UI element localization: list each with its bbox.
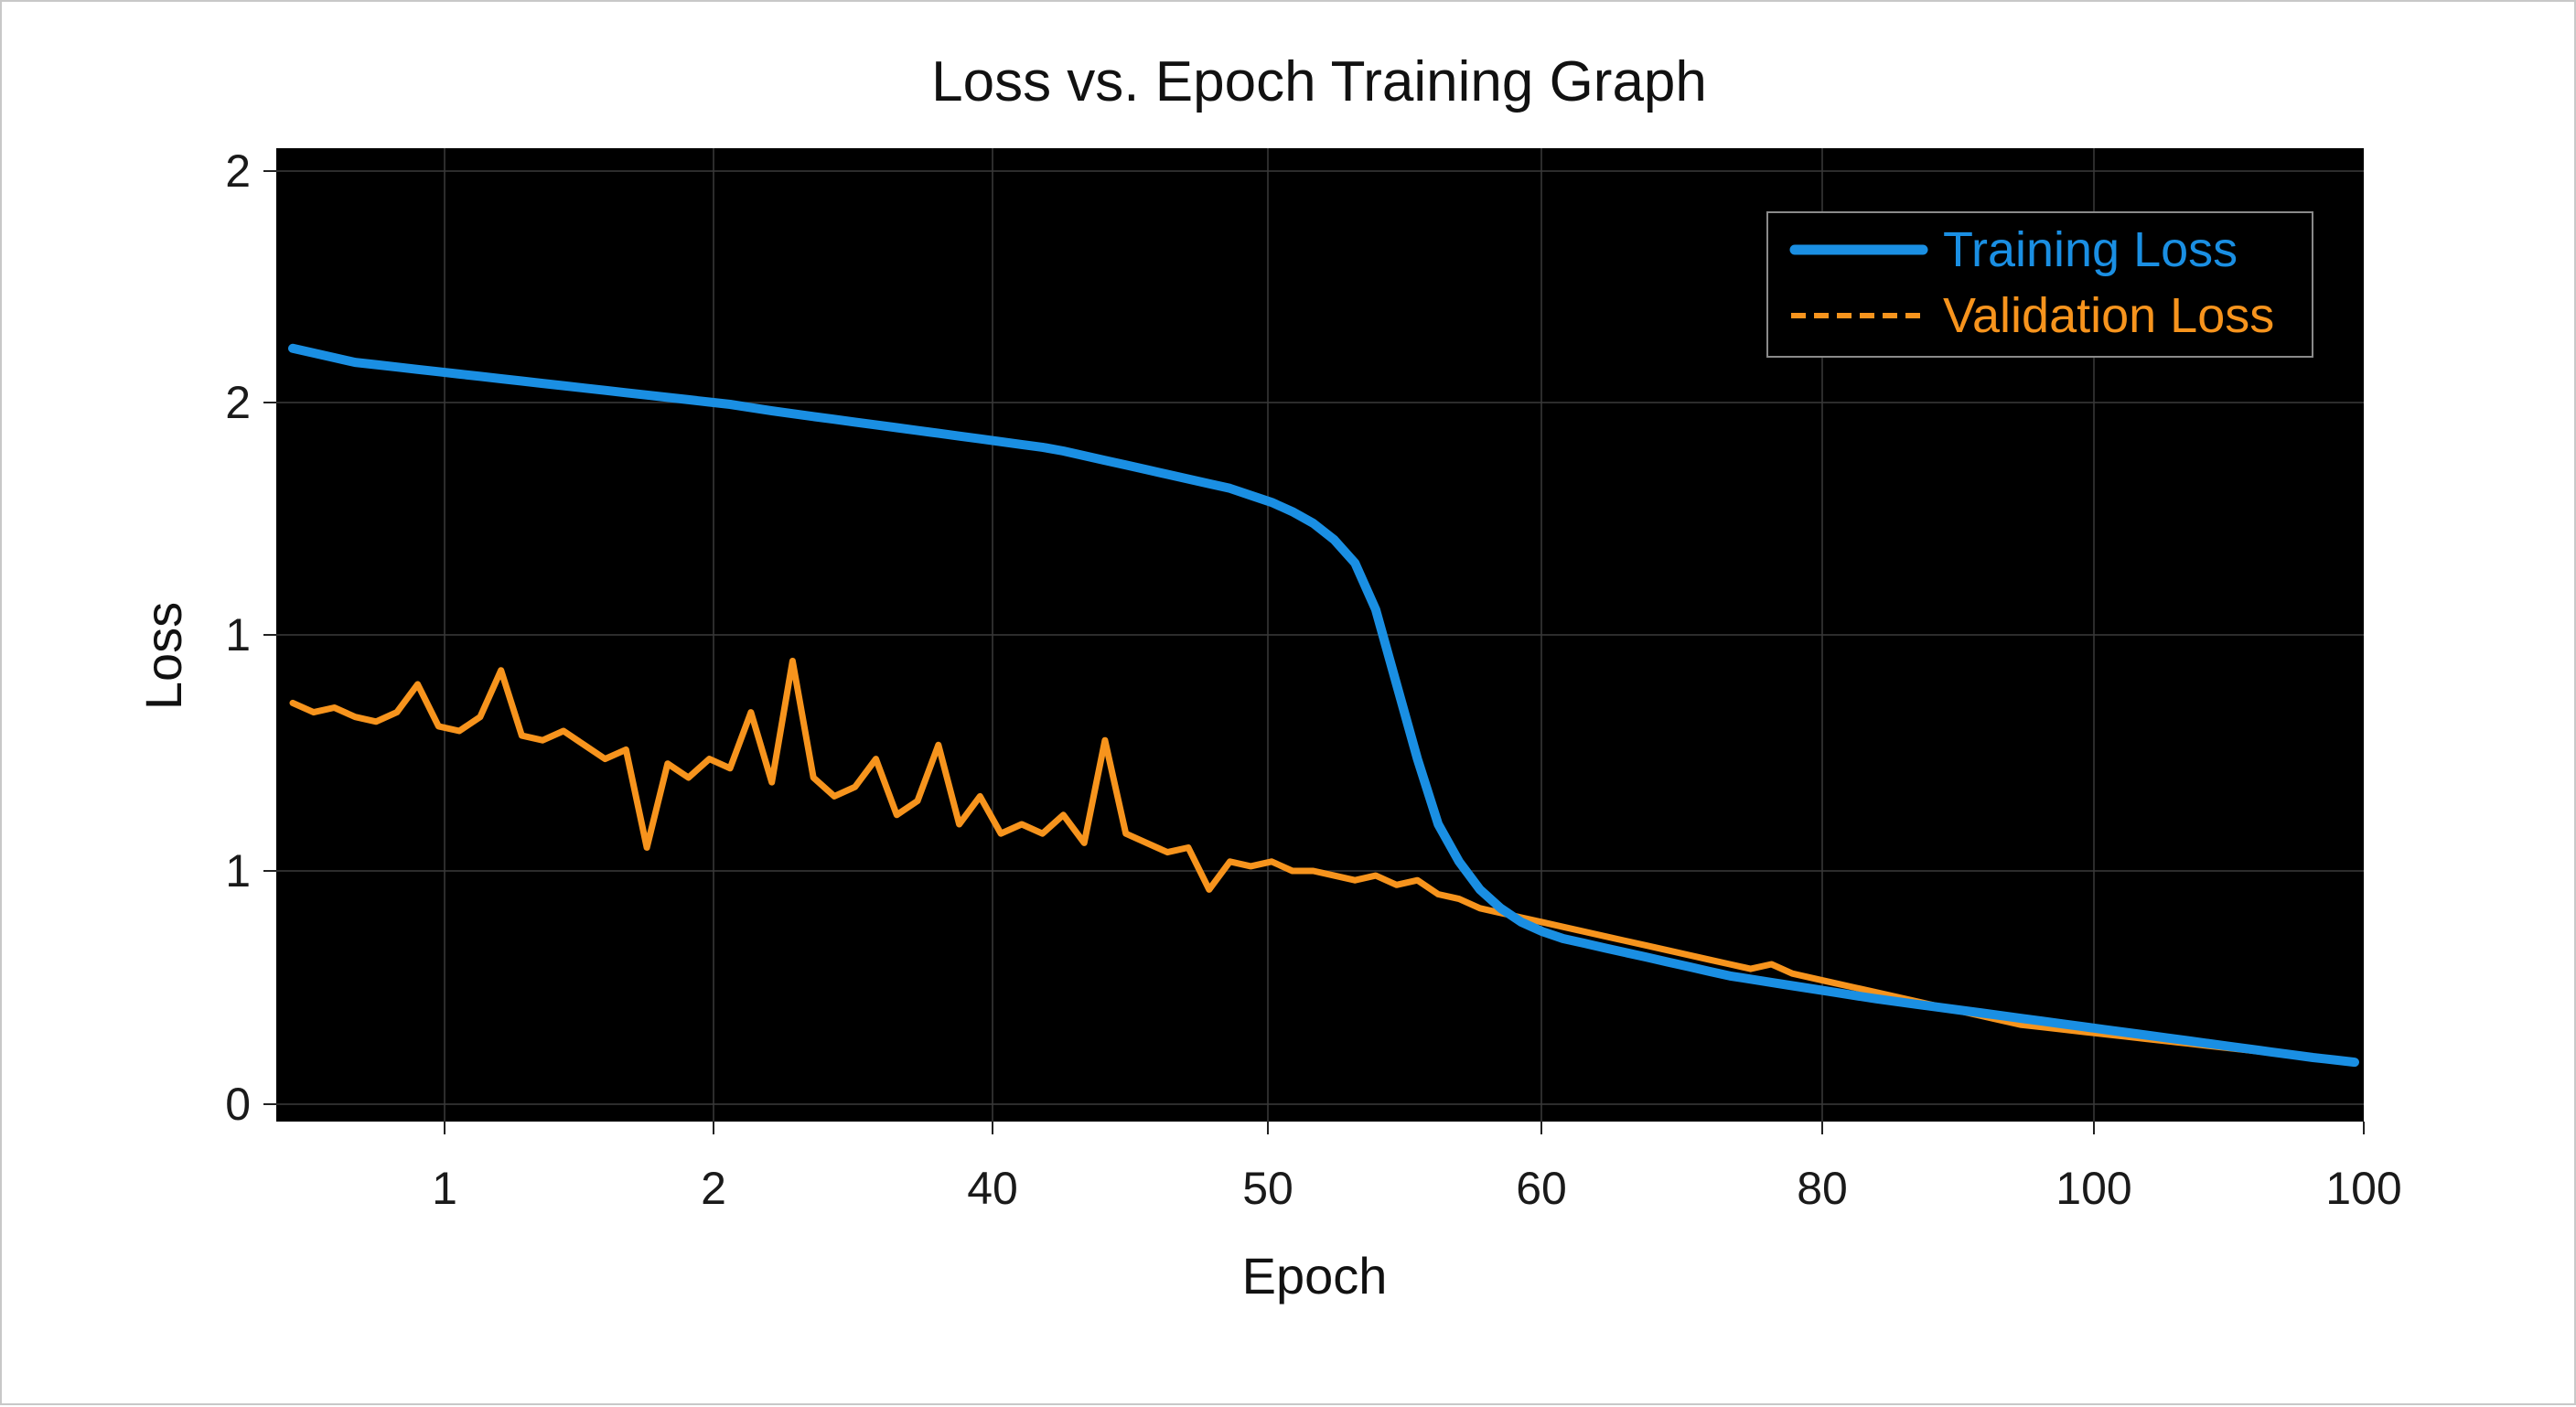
- axes: 1 2 40 50 60 80 100 100 0 1 1 2 2: [225, 145, 2402, 1214]
- legend: Training Loss Validation Loss: [1766, 211, 2313, 358]
- training-loss-line: [288, 343, 2359, 1068]
- x-tick-label: 40: [967, 1163, 1018, 1214]
- legend-box: [1766, 211, 2313, 358]
- chart-title: Loss vs. Epoch Training Graph: [931, 50, 1707, 113]
- y-tick-label: 2: [225, 145, 251, 197]
- legend-label-training: Training Loss: [1943, 222, 2238, 277]
- x-tick-label: 60: [1516, 1163, 1567, 1214]
- series-lines: [288, 343, 2359, 1068]
- x-tick-label: 50: [1242, 1163, 1293, 1214]
- y-tick-label: 2: [225, 377, 251, 428]
- y-tick-label: 0: [225, 1079, 251, 1130]
- x-tick-label: 100: [2055, 1163, 2131, 1214]
- validation-loss-line: [289, 658, 2358, 1066]
- legend-label-validation: Validation Loss: [1943, 288, 2274, 343]
- x-tick-label: 80: [1797, 1163, 1848, 1214]
- x-tick-label: 2: [701, 1163, 726, 1214]
- grid-lines: [276, 148, 2364, 1122]
- x-tick-label: 1: [432, 1163, 457, 1214]
- y-axis-title: Loss: [134, 602, 192, 710]
- y-tick-label: 1: [225, 609, 251, 661]
- x-axis-title: Epoch: [1242, 1247, 1388, 1305]
- y-tick-label: 1: [225, 845, 251, 897]
- x-tick-label: 100: [2325, 1163, 2401, 1214]
